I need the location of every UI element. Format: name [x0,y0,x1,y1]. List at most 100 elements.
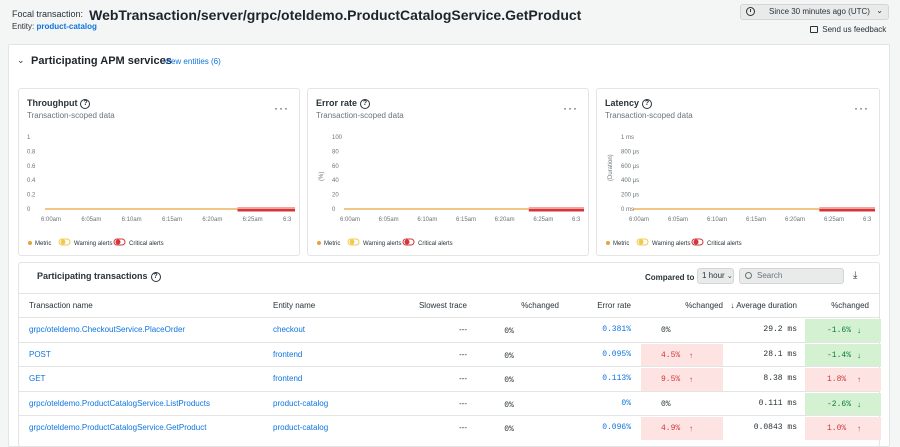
y-tick-label: 600 µs [621,164,639,170]
changed-3-cell: -1.4% ↓ [805,343,881,367]
transactions-card: Participating transactions? Compared to … [18,262,881,447]
changed-3-value: 1.0% [827,424,847,434]
x-tick-label: 6:3 [283,217,292,223]
info-icon[interactable]: ? [150,272,161,282]
send-feedback-button[interactable]: Send us feedback [810,25,886,34]
compared-to-select[interactable]: 1 hour ⌄ [697,268,734,284]
transaction-name-link[interactable]: grpc/oteldemo.ProductCatalogService.List… [29,398,210,408]
changed-2-value: 4.5% [661,350,681,360]
arrow-down-icon: ↓ [857,399,861,409]
transaction-name-link[interactable]: grpc/oteldemo.ProductCatalogService.GetP… [29,423,207,433]
col-entity-name[interactable]: Entity name [273,301,316,310]
x-tick-label: 6:25am [243,217,263,223]
col-changed-3[interactable]: %changed [831,301,869,310]
search-input[interactable]: Search [739,268,844,284]
chart-title: Throughput? [27,98,91,109]
collapse-chevron-icon[interactable]: ⌄ [17,55,25,65]
critical-window-bar [528,209,584,212]
changed-1-value: 0% [504,400,514,410]
y-tick-label: 400 µs [621,178,639,184]
col-changed-2[interactable]: %changed [685,301,723,310]
download-icon[interactable]: ⤓ [853,270,858,281]
transactions-title: Participating transactions? [37,271,161,282]
time-range-label: Since 30 minutes ago (UTC) [769,7,870,16]
view-entities-link[interactable]: View entities (6) [164,57,221,66]
x-tick-label: 6:05am [379,217,399,223]
info-icon[interactable]: ? [80,99,91,109]
col-error-rate[interactable]: Error rate [597,301,631,310]
slowest-trace-value: --- [459,398,467,408]
arrow-up-icon: ↑ [857,424,861,434]
y-tick-label: 200 µs [621,193,639,199]
x-tick-label: 6:25am [824,217,844,223]
y-tick-label: 80 [332,149,339,155]
x-tick-label: 6:20am [202,217,222,223]
changed-2-value: 4.9% [661,424,681,434]
error-rate-value: 0.095% [602,349,631,359]
table-row: grpc/oteldemo.CheckoutService.PlaceOrder… [19,317,881,342]
slowest-trace-value: --- [459,423,467,433]
entity-link[interactable]: product-catalog [36,22,97,31]
table-row: POST frontend --- 0% 0.095% 4.5% ↑ 28.1 ms -1.4%… [19,341,881,367]
changed-3-value: 1.8% [827,375,847,385]
metric-legend-dot [606,241,610,245]
y-axis-label: (%) [319,172,325,181]
latency-chart-card: Latency? Transaction-scoped data ··· 1 m… [596,88,880,256]
col-average-duration[interactable]: ↓ Average duration [730,301,797,310]
more-options-icon[interactable]: ··· [563,101,578,115]
table-row: GET frontend --- 0% 0.113% 9.5% ↑ 8.38 ms 1.8% ↑ [19,366,881,392]
slowest-trace-value: --- [459,325,467,334]
entity-name-link[interactable]: product-catalog [273,423,329,433]
table-header: Transaction name Entity name Slowest tra… [19,293,879,317]
search-icon [745,272,752,279]
info-icon[interactable]: ? [360,99,371,109]
x-tick-label: 6:15am [746,217,766,223]
col-slowest-trace[interactable]: Slowest trace [418,301,467,310]
chevron-down-icon: ⌄ [726,273,733,280]
x-tick-label: 6:10am [122,217,142,223]
focal-header: Focal transaction: WebTransaction/server… [12,7,732,27]
entity-name-link[interactable]: frontend [273,349,303,359]
changed-2-value: 0% [661,326,671,335]
entity-name-link[interactable]: checkout [273,325,306,334]
y-tick-label: 20 [332,193,339,199]
arrow-down-icon: ↓ [857,326,861,335]
transaction-name-link[interactable]: POST [29,349,51,359]
more-options-icon[interactable]: ··· [274,101,289,115]
info-icon[interactable]: ? [642,99,653,109]
entity-name-link[interactable]: product-catalog [273,398,329,408]
y-tick-label: 0.6 [27,164,36,170]
y-tick-label: 0.4 [27,178,36,184]
clock-icon [746,7,755,16]
col-transaction-name[interactable]: Transaction name [29,301,93,310]
col-changed-1[interactable]: %changed [521,301,559,310]
changed-2-cell: 4.5% ↑ [641,343,723,367]
warning-toggle-knob [638,239,644,245]
focal-label: Focal transaction: [12,9,84,19]
metric-legend-dot [28,241,32,245]
y-tick-label: 1 [27,135,31,141]
chart-subtitle: Transaction-scoped data [605,111,693,120]
transaction-name-link[interactable]: GET [29,374,46,384]
entity-name-link[interactable]: frontend [273,374,303,384]
more-options-icon[interactable]: ··· [854,101,869,115]
average-duration-value: 28.1 ms [763,349,797,359]
y-tick-label: 800 µs [621,149,639,155]
transaction-name-link[interactable]: grpc/oteldemo.CheckoutService.PlaceOrder [29,325,186,334]
critical-window-shade [237,207,295,209]
legend-warning: Warning alerts [652,241,690,247]
page-title: WebTransaction/server/grpc/oteldemo.Prod… [89,7,582,23]
chart-plot: 1 ms 800 µs 600 µs 400 µs 200 µs 0 ms (Duratio… [606,135,875,247]
changed-2-cell: 0% [641,319,723,342]
legend-metric: Metric [613,241,629,247]
changed-2-value: 9.5% [661,375,681,385]
changed-2-cell: 4.9% ↑ [641,417,723,441]
x-tick-label: 6:05am [668,217,688,223]
time-range-picker[interactable]: Since 30 minutes ago (UTC) ⌄ [740,4,889,20]
table-row: grpc/oteldemo.ProductCatalogService.List… [19,390,881,416]
y-tick-label: 0 [332,207,336,213]
arrow-down-icon: ↓ [857,350,861,360]
chevron-down-icon: ⌄ [876,6,883,15]
legend-critical: Critical alerts [707,241,742,247]
changed-1-value: 0% [504,425,514,435]
